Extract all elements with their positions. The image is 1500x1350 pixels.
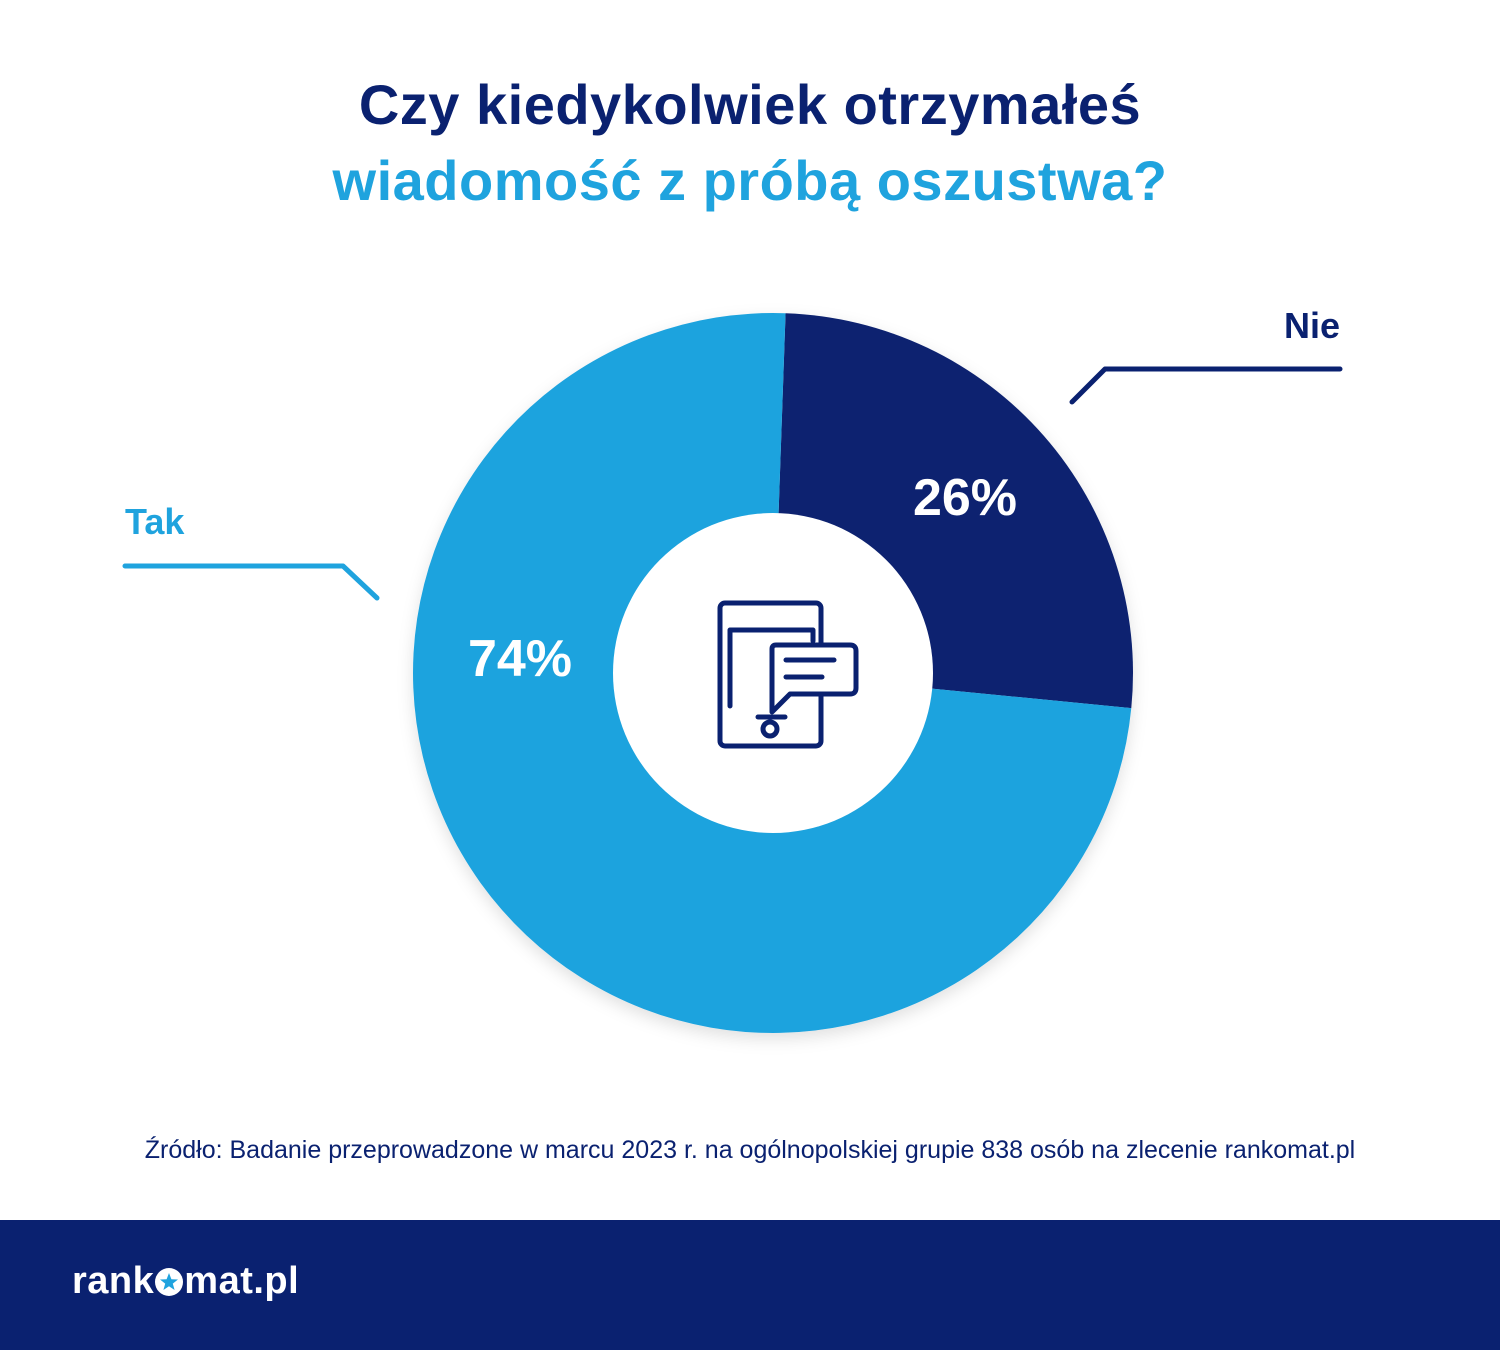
logo-text-part1: rank xyxy=(72,1260,155,1302)
nie-leader-line xyxy=(1069,366,1343,405)
donut-chart: Nie Tak 26% 74% xyxy=(122,305,1343,1033)
star-icon xyxy=(155,1268,184,1296)
footer-bar: rank mat.pl xyxy=(0,1220,1500,1350)
rankomat-logo: rank mat.pl xyxy=(72,1260,299,1303)
data-label-tak: 74% xyxy=(468,630,572,688)
data-label-nie: 26% xyxy=(913,469,1017,527)
chart-title-line1: Czy kiedykolwiek otrzymałeś xyxy=(358,73,1142,136)
logo-text-part2: mat.pl xyxy=(184,1260,300,1302)
phone-message-icon xyxy=(717,600,859,749)
chart-title-line2: wiadomość z próbą oszustwa? xyxy=(332,149,1168,212)
legend-label-tak: Tak xyxy=(125,501,185,542)
tak-leader-line xyxy=(122,563,380,601)
legend-label-nie: Nie xyxy=(1284,305,1340,346)
source-note: Źródło: Badanie przeprowadzone w marcu 2… xyxy=(144,1136,1356,1164)
